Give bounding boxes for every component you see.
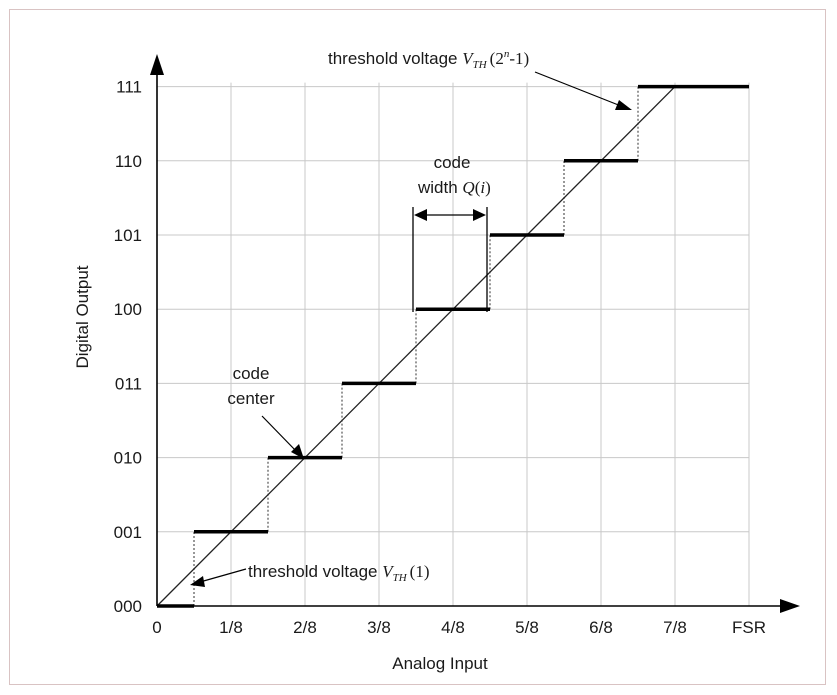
- x-tick-label: 2/8: [293, 618, 317, 637]
- code-center-line2: center: [227, 389, 275, 408]
- x-tick-label: 1/8: [219, 618, 243, 637]
- code-width-arrow-left: [414, 209, 427, 221]
- y-tick-label: 110: [115, 152, 142, 171]
- threshold-top-label: threshold voltage VTH (2n-1): [328, 48, 529, 71]
- code-center-arrow: [261, 415, 298, 453]
- x-tick-label: FSR: [732, 618, 766, 637]
- figure-frame: [9, 9, 826, 685]
- y-tick-label: 100: [114, 300, 142, 319]
- ideal-transfer-line: [156, 86, 676, 607]
- y-tick-label: 010: [114, 449, 142, 468]
- code-center-line1: code: [233, 364, 270, 383]
- x-axis-label: Analog Input: [392, 654, 488, 673]
- y-tick-label: 001: [114, 523, 142, 542]
- x-tick-labels: 0 1/8 2/8 3/8 4/8 5/8 6/8 7/8 FSR: [152, 618, 766, 637]
- code-width-arrow-right: [473, 209, 486, 221]
- threshold-top-arrowhead: [615, 100, 632, 110]
- y-axis-arrow: [150, 54, 164, 75]
- code-center-arrowhead: [291, 444, 304, 459]
- code-width-line2: width Q(i): [417, 178, 491, 197]
- code-width-line1: code: [434, 153, 471, 172]
- x-tick-label: 0: [152, 618, 161, 637]
- threshold-bottom-arrowhead: [190, 576, 205, 587]
- threshold-top-arrow: [534, 71, 627, 109]
- y-tick-labels: 000 001 010 011 100 101 110 111: [114, 78, 142, 616]
- y-tick-label: 000: [114, 597, 142, 616]
- x-tick-label: 7/8: [663, 618, 687, 637]
- y-axis-label: Digital Output: [73, 265, 92, 368]
- x-tick-label: 4/8: [441, 618, 465, 637]
- threshold-bottom-label: threshold voltage VTH (1): [248, 562, 429, 584]
- y-tick-label: 101: [114, 226, 142, 245]
- y-tick-label: 011: [115, 374, 142, 393]
- x-tick-label: 3/8: [367, 618, 391, 637]
- x-axis-arrow: [780, 599, 800, 613]
- x-tick-label: 6/8: [589, 618, 613, 637]
- y-tick-label: 111: [116, 78, 142, 97]
- x-tick-label: 5/8: [515, 618, 539, 637]
- threshold-bottom-arrow: [199, 568, 247, 583]
